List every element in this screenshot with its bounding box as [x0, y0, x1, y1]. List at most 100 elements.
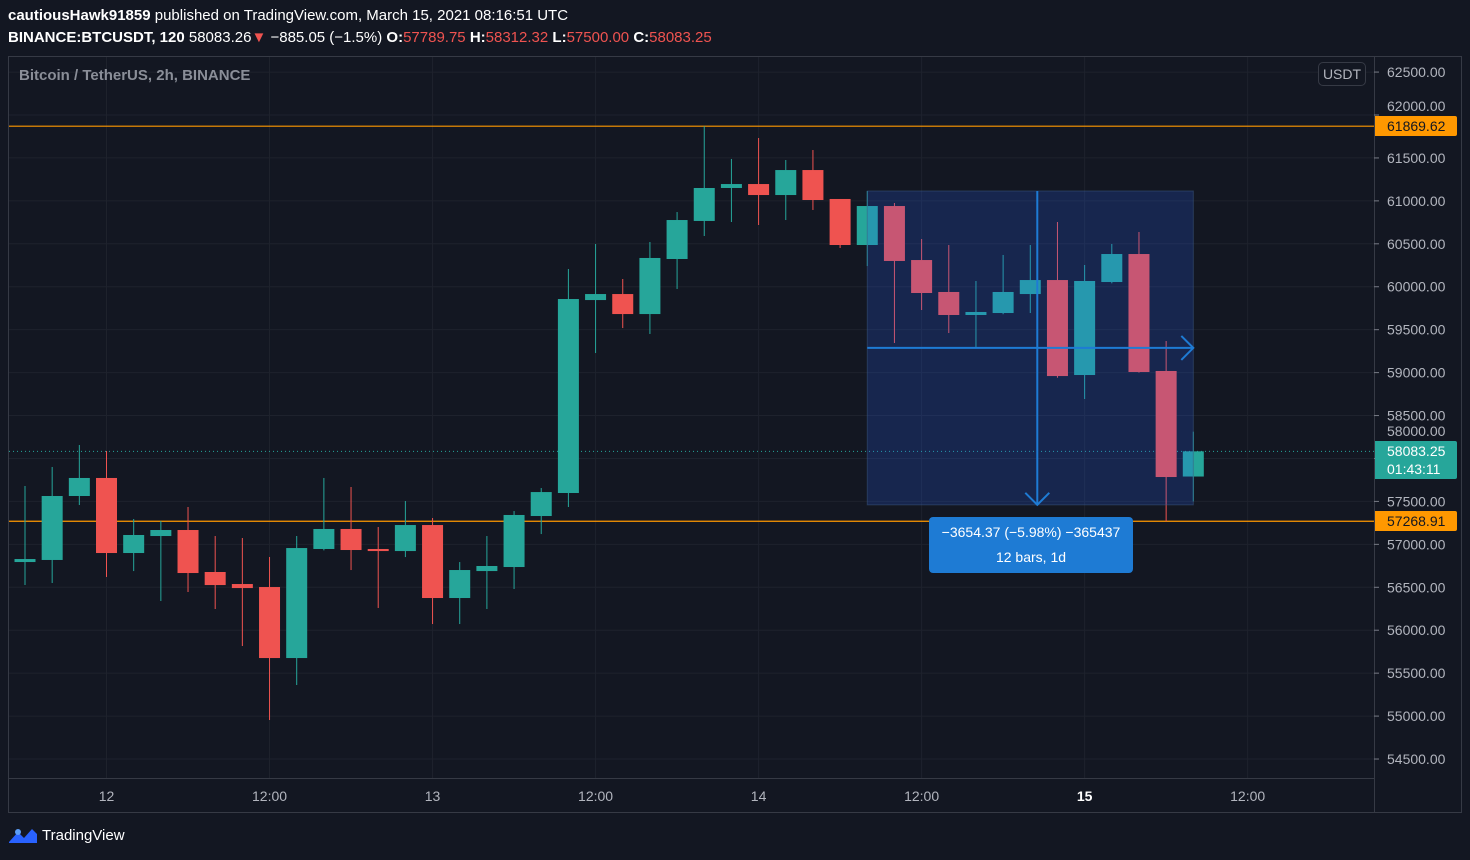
- brand-name: TradingView: [42, 826, 125, 844]
- price-tick-label: 55000.00: [1387, 708, 1446, 724]
- candle-body: [41, 496, 63, 560]
- time-tick-label: 12:00: [904, 788, 939, 804]
- candle: [313, 477, 335, 551]
- publish-text: published on TradingView.com, March 15, …: [154, 7, 569, 24]
- candle-body: [612, 294, 634, 315]
- price-tick-label: 54500.00: [1387, 751, 1446, 767]
- candle-body: [802, 170, 824, 201]
- candle: [340, 486, 362, 571]
- candle: [449, 562, 471, 625]
- candle-body: [530, 492, 552, 517]
- candle-body: [1019, 280, 1041, 295]
- candle: [14, 486, 36, 586]
- candle: [965, 280, 987, 348]
- candle: [96, 451, 118, 577]
- last-price-label: 58083.25 01:43:11: [1375, 441, 1457, 479]
- candle-body: [1074, 280, 1096, 376]
- candle-body: [557, 299, 579, 493]
- candle: [1101, 243, 1123, 284]
- candle: [1019, 245, 1041, 314]
- candle: [422, 517, 444, 625]
- candle: [1155, 341, 1177, 522]
- candle: [286, 536, 308, 686]
- last-price-value: 58083.25: [1387, 443, 1446, 459]
- price-change: −885.05 (−1.5%): [270, 29, 383, 46]
- candle: [938, 245, 960, 334]
- candle-body: [829, 198, 851, 246]
- candle-body: [639, 257, 661, 315]
- candle-body: [340, 528, 362, 551]
- candle: [177, 506, 199, 593]
- candle-body: [231, 584, 253, 589]
- candle-body: [748, 184, 770, 196]
- candle: [1074, 265, 1096, 399]
- price-tick-label: 60500.00: [1387, 236, 1446, 252]
- open-value: 57789.75: [403, 29, 466, 46]
- time-tick-label: 14: [751, 788, 767, 804]
- candle-body: [1046, 280, 1068, 377]
- candle-body: [775, 170, 797, 196]
- candle: [829, 198, 851, 249]
- candle: [41, 466, 63, 583]
- tradingview-logo-icon: [9, 829, 37, 843]
- candle: [204, 536, 226, 610]
- price-tick-label: 56000.00: [1387, 622, 1446, 638]
- currency-button[interactable]: USDT: [1318, 62, 1366, 86]
- down-triangle-icon: ▼: [251, 29, 267, 46]
- low-line-price-label: 57268.91: [1375, 511, 1457, 531]
- price-tick-label: 62000.00: [1387, 98, 1446, 114]
- candle-body: [204, 572, 226, 586]
- candle: [1046, 221, 1068, 378]
- candle-body: [150, 530, 172, 537]
- candle: [367, 527, 389, 608]
- candle-body: [394, 525, 416, 552]
- price-tick-label: 57500.00: [1387, 493, 1446, 509]
- candle: [802, 150, 824, 210]
- time-tick-label: 13: [425, 788, 441, 804]
- candle-body: [503, 514, 525, 568]
- high-value: 58312.32: [485, 29, 549, 46]
- author-name[interactable]: cautiousHawk91859: [8, 7, 151, 24]
- price-tick-label: 57000.00: [1387, 536, 1446, 552]
- price-tick-label: 61500.00: [1387, 150, 1446, 166]
- candle-body: [720, 184, 742, 188]
- time-tick-label: 12: [99, 788, 115, 804]
- price-tick-label: 60000.00: [1387, 279, 1446, 295]
- price-tick-label: 58000.00: [1387, 423, 1446, 439]
- candle-body: [476, 565, 498, 572]
- candle-body: [992, 291, 1014, 314]
- candle-body: [449, 570, 471, 599]
- candle-body: [313, 528, 335, 549]
- candle-body: [96, 477, 118, 554]
- tradingview-logo[interactable]: TradingView: [8, 826, 125, 844]
- candle: [612, 279, 634, 329]
- candle: [68, 444, 90, 506]
- candle: [476, 536, 498, 610]
- arrow-right-icon: [1180, 335, 1195, 361]
- candle: [748, 138, 770, 225]
- candle: [639, 242, 661, 334]
- high-label: H:: [469, 29, 486, 46]
- candle: [883, 203, 905, 343]
- measure-change: −3654.37 (−5.98%) −365437: [941, 524, 1121, 540]
- candle-body: [123, 534, 145, 554]
- time-tick-label: 12:00: [578, 788, 613, 804]
- price-tick-label: 56500.00: [1387, 579, 1446, 595]
- candle-body: [367, 548, 389, 552]
- candle: [585, 243, 607, 354]
- measure-bars: 12 bars, 1d: [995, 549, 1067, 565]
- time-tick-label: 12:00: [252, 788, 287, 804]
- time-tick-label: 12:00: [1230, 788, 1265, 804]
- close-value: 58083.25: [649, 29, 712, 46]
- candle: [557, 268, 579, 507]
- candle-body: [1101, 254, 1123, 283]
- candle: [775, 159, 797, 221]
- chart-border: [8, 56, 1462, 813]
- candle-body: [422, 525, 444, 599]
- candle: [123, 519, 145, 572]
- candle: [231, 537, 253, 647]
- candle-body: [259, 587, 281, 659]
- low-label: L:: [552, 29, 567, 46]
- candle: [992, 254, 1014, 315]
